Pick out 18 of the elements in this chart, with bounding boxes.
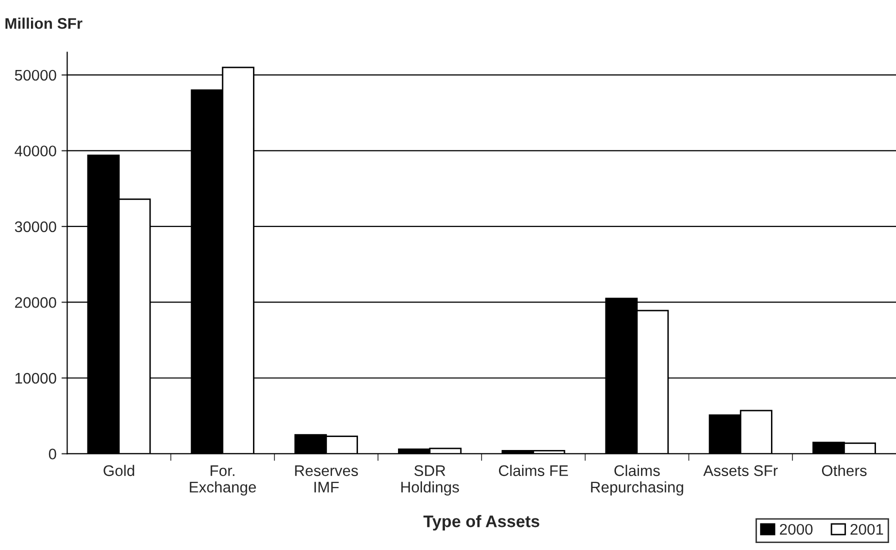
y-tick-label: 40000 bbox=[14, 146, 56, 156]
x-tick-label: SDR Holdings bbox=[401, 465, 459, 496]
y-tick-label: 0 bbox=[48, 448, 56, 460]
y-axis-title: Million SFr bbox=[6, 18, 82, 29]
x-tick-label: Gold bbox=[104, 464, 134, 476]
x-tick-label: Claims Repurchasing bbox=[591, 464, 684, 496]
x-axis-title: Type of Assets bbox=[423, 515, 540, 531]
legend-label: 2001 bbox=[850, 524, 884, 535]
x-tick-label: Reserves IMF bbox=[295, 465, 358, 492]
x-tick-label: For. Exchange bbox=[190, 465, 256, 496]
legend-label: 2000 bbox=[780, 524, 813, 535]
x-tick-label: Others bbox=[822, 464, 867, 476]
y-tick-label: 50000 bbox=[14, 70, 56, 81]
x-tick-label: Claims FE bbox=[498, 464, 568, 476]
x-tick-label: Assets SFr bbox=[703, 465, 778, 476]
y-tick-label: 10000 bbox=[15, 372, 56, 384]
y-tick-label: 30000 bbox=[14, 221, 56, 232]
y-tick-label: 20000 bbox=[15, 297, 56, 308]
